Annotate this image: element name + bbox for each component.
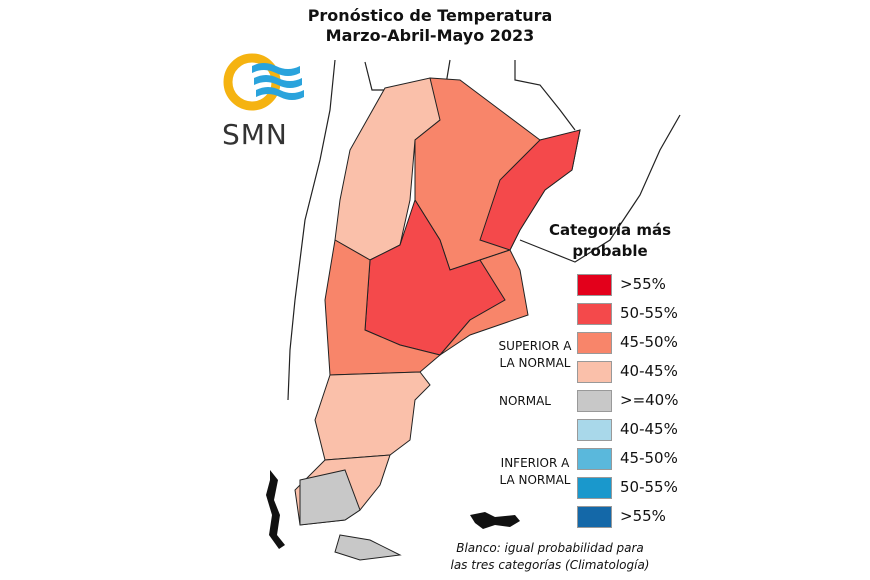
- title-line-2: Marzo-Abril-Mayo 2023: [325, 26, 535, 45]
- legend-swatch: [577, 506, 612, 528]
- region-mesopotamia: [479, 129, 581, 251]
- legend-swatch: [577, 332, 612, 354]
- legend-swatch: [577, 477, 612, 499]
- legend-group-superior: SUPERIOR A LA NORMAL: [498, 339, 572, 370]
- smn-logo-text: SMN: [222, 118, 288, 151]
- legend-swatch: [577, 390, 612, 412]
- legend-group-inferior: INFERIOR A LA NORMAL: [499, 456, 571, 487]
- legend-label: 40-45%: [620, 420, 678, 438]
- legend-swatch: [577, 419, 612, 441]
- legend-title: Categoría más probable: [548, 221, 672, 260]
- legend-label: 50-55%: [620, 304, 678, 322]
- note-line-2: las tres categorías (Climatología): [450, 558, 650, 572]
- note-line-1: Blanco: igual probabilidad para: [456, 541, 644, 555]
- legend-label: >55%: [620, 507, 666, 525]
- province-regions: [294, 77, 581, 561]
- legend-swatch: [577, 274, 612, 296]
- neighbor-borders: [287, 59, 681, 401]
- legend-label: 45-50%: [620, 333, 678, 351]
- climatology-note: Blanco: igual probabilidad para las tres…: [440, 540, 660, 574]
- region-tierra-del-fuego: [334, 534, 402, 561]
- legend-label: 50-55%: [620, 478, 678, 496]
- smn-logo-icon: [223, 53, 304, 111]
- legend-label: >=40%: [620, 391, 679, 409]
- legend-swatch: [577, 448, 612, 470]
- region-patagonia-north: [314, 371, 431, 461]
- legend-swatch: [577, 361, 612, 383]
- title-line-1: Pronóstico de Temperatura: [307, 6, 553, 25]
- region-cuyo: [324, 239, 442, 376]
- legend-swatch: [577, 303, 612, 325]
- legend-group-normal: NORMAL: [498, 394, 551, 408]
- region-buenos-aires: [439, 249, 529, 356]
- legend-label: 45-50%: [620, 449, 678, 467]
- region-normal-south: [299, 469, 361, 526]
- islands-icon: [266, 470, 520, 549]
- legend-label: >55%: [620, 275, 666, 293]
- legend-label: 40-45%: [620, 362, 678, 380]
